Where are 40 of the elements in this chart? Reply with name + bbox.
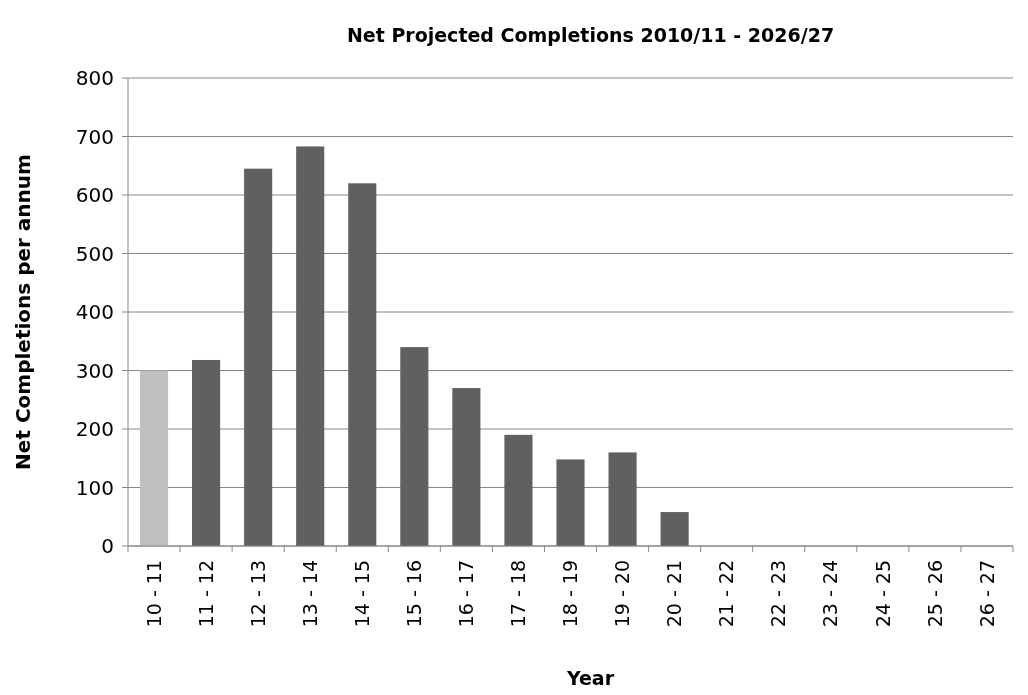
y-tick-label: 800 bbox=[75, 66, 114, 90]
x-tick-label: 11 - 12 bbox=[194, 560, 217, 628]
bar bbox=[139, 370, 169, 546]
bar bbox=[296, 146, 325, 546]
x-tick-label: 10 - 11 bbox=[142, 560, 165, 628]
x-tick-label: 12 - 13 bbox=[246, 560, 269, 628]
bar bbox=[348, 183, 377, 546]
x-tick-label: 24 - 25 bbox=[871, 560, 894, 628]
chart-title: Net Projected Completions 2010/11 - 2026/27 bbox=[346, 24, 835, 46]
y-tick-label: 100 bbox=[75, 475, 114, 500]
x-axis-title: Year bbox=[565, 667, 615, 689]
bar bbox=[504, 434, 533, 546]
x-tick-label: 20 - 21 bbox=[663, 560, 686, 628]
x-tick-label: 15 - 16 bbox=[402, 560, 425, 628]
bar bbox=[660, 512, 689, 546]
y-tick-label: 400 bbox=[75, 300, 114, 324]
y-tick-label: 200 bbox=[75, 417, 114, 441]
bar bbox=[192, 359, 221, 546]
y-tick-label: 600 bbox=[75, 183, 114, 207]
x-tick-label: 13 - 14 bbox=[298, 560, 321, 628]
x-tick-label: 18 - 19 bbox=[559, 560, 582, 628]
bar bbox=[452, 388, 481, 546]
y-axis-title: Net Completions per annum bbox=[11, 154, 35, 470]
x-tick-label: 26 - 27 bbox=[975, 560, 998, 628]
y-tick-label: 500 bbox=[75, 241, 114, 266]
x-tick-label: 14 - 15 bbox=[350, 560, 373, 628]
x-tick-label: 16 - 17 bbox=[455, 560, 478, 628]
y-tick-label: 0 bbox=[101, 534, 114, 558]
x-tick-label: 25 - 26 bbox=[923, 560, 946, 628]
x-tick-label: 17 - 18 bbox=[507, 560, 530, 628]
bar bbox=[244, 168, 273, 546]
bar bbox=[608, 452, 637, 546]
x-tick-label: 21 - 22 bbox=[715, 560, 738, 628]
x-tick-label: 19 - 20 bbox=[611, 560, 634, 628]
y-tick-label: 700 bbox=[75, 124, 114, 149]
y-tick-label: 300 bbox=[75, 358, 114, 383]
x-tick-label: 23 - 24 bbox=[819, 560, 842, 628]
bar bbox=[556, 459, 585, 546]
x-tick-label: 22 - 23 bbox=[767, 560, 790, 628]
bar bbox=[400, 347, 429, 546]
